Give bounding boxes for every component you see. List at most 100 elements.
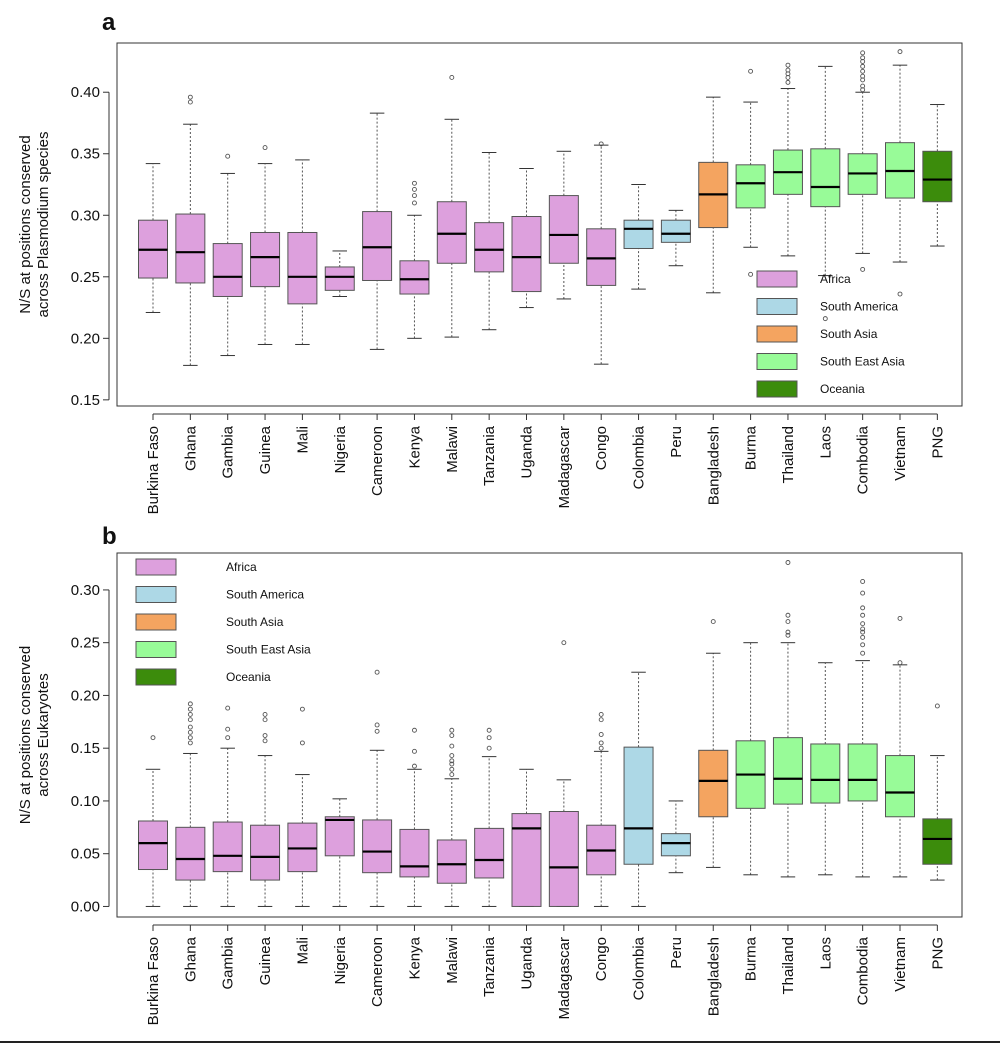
panel-b-plot-frame: [116, 552, 963, 918]
outlier-point: [860, 68, 866, 74]
outlier-point: [412, 193, 417, 199]
panel-b-x-tick-label-vietnam: Vietnam: [892, 937, 909, 992]
legend-label-south-east-asia: South East Asia: [820, 355, 905, 369]
panel-a-x-tick-label-malawi: Malawi: [444, 426, 461, 473]
panel-b-box-tanzania: [474, 727, 505, 907]
outlier-point: [262, 711, 268, 717]
outlier-point: [860, 579, 866, 584]
panel-b-y-tick-label: 0.25: [71, 635, 100, 652]
outlier-point: [225, 735, 231, 741]
outlier-point: [785, 62, 791, 68]
box-iqr: [175, 213, 206, 284]
panel-b-box-colombia: [623, 671, 654, 907]
outlier-point: [187, 711, 193, 717]
panel-b-y-tick-label: 0.30: [71, 582, 100, 599]
panel-b-box-burkina-faso: [138, 735, 168, 907]
panel-b-box-burma: [735, 642, 766, 876]
panel-a-y-tick-label: 0.40: [71, 84, 100, 101]
panel-b-x-tick-label-colombia: Colombia: [631, 936, 648, 1000]
outlier-point: [934, 703, 940, 709]
legend-label-south-asia: South Asia: [226, 615, 284, 629]
panel-b-x-tick-label-tanzania: Tanzania: [481, 936, 498, 997]
outlier-point: [748, 68, 754, 74]
box-iqr: [287, 231, 318, 305]
panel-a-box-nigeria: [324, 250, 355, 297]
outlier-point: [449, 733, 455, 738]
panel-a-x-tick-label-nigeria: Nigeria: [332, 425, 349, 473]
outlier-point: [374, 722, 380, 728]
box-iqr: [250, 231, 281, 288]
box-iqr: [362, 819, 393, 874]
outlier-point: [449, 766, 455, 772]
outlier-point: [299, 740, 305, 746]
outlier-point: [187, 701, 193, 707]
panel-a-x-tick-label-thailand: Thailand: [780, 426, 797, 484]
panel-b-y-axis-title-line: across Eukaryotes: [35, 673, 52, 796]
outlier-point: [785, 79, 791, 85]
panel-a-x-tick-label-bangladesh: Bangladesh: [705, 426, 722, 505]
box-iqr: [772, 737, 803, 805]
panel-b-x-tick-label-burma: Burma: [743, 936, 760, 981]
panel-b-y-axis-title: N/S at positions conservedacross Eukaryo…: [17, 646, 52, 824]
outlier-point: [897, 660, 903, 666]
panel-b-box-congo: [586, 711, 617, 907]
panel-a-y-tick-label: 0.30: [71, 207, 100, 224]
panel-b-x-tick-label-ghana: Ghana: [182, 936, 199, 982]
outlier-point: [598, 740, 604, 746]
panel-a-box-burkina-faso: [138, 163, 168, 313]
panel-a-x-tick-label-peru: Peru: [668, 426, 685, 458]
outlier-point: [486, 745, 492, 751]
outlier-point: [486, 727, 492, 733]
panel-b-y-tick-label: 0.05: [71, 846, 100, 863]
outlier-point: [860, 50, 866, 56]
legend-label-south-east-asia: South East Asia: [226, 643, 311, 657]
outlier-point: [412, 180, 417, 186]
panel-a-legend: Africa South America South Asia South East …: [756, 270, 905, 398]
outlier-point: [785, 612, 791, 618]
outlier-point: [187, 706, 193, 712]
outlier-point: [225, 705, 231, 711]
outlier-point: [897, 615, 903, 621]
panel-b-box-thailand: [772, 560, 803, 878]
outlier-point: [860, 83, 866, 89]
panel-b-y-tick-label: 0.20: [71, 687, 100, 704]
box-iqr: [324, 816, 355, 857]
outlier-point: [860, 55, 866, 61]
legend-swatch-south-asia: [756, 325, 798, 343]
panel-b-y-tick-label: 0.00: [71, 898, 100, 915]
panel-a-box-peru: [660, 209, 691, 267]
panel-b-x-tick-label-cameroon: Cameroon: [369, 937, 386, 1007]
panel-b-x-tick-label-burkina-faso: Burkina Faso: [145, 937, 162, 1025]
panel-b-box-guinea: [250, 711, 281, 907]
outlier-point: [897, 291, 903, 297]
box-iqr: [623, 219, 654, 249]
outlier-point: [897, 49, 903, 55]
outlier-point: [561, 640, 567, 646]
outlier-point: [374, 728, 380, 734]
panel-b-box-ghana: [175, 701, 206, 907]
outlier-point: [860, 626, 866, 632]
panel-a-x-tick-label-burkina-faso: Burkina Faso: [145, 426, 162, 514]
panel-a-y-axis-title: N/S at positions conservedacross Plasmod…: [17, 132, 52, 318]
panel-b-x-tick-label-congo: Congo: [593, 937, 610, 981]
panel-b-box-vietnam: [885, 615, 915, 878]
outlier-point: [449, 772, 455, 778]
panel-a-y-tick-label: 0.20: [71, 330, 100, 347]
box-iqr: [548, 810, 579, 907]
outlier-point: [598, 711, 604, 717]
panel-b-box-peru: [660, 800, 691, 874]
box-iqr: [212, 821, 243, 873]
outlier-point: [486, 735, 492, 741]
outlier-point: [710, 619, 716, 625]
panel-a-x-tick-label-burma: Burma: [743, 425, 760, 470]
legend-swatch-africa: [135, 558, 177, 576]
outlier-point: [225, 726, 231, 732]
outlier-point: [412, 763, 417, 769]
panel-b-x-tick-label-kenya: Kenya: [406, 936, 423, 979]
outlier-point: [262, 738, 268, 744]
outlier-point: [262, 733, 268, 738]
legend-swatch-oceania: [135, 668, 177, 686]
outlier-point: [187, 717, 193, 723]
legend-label-south-america: South America: [820, 300, 898, 314]
panel-a-y-axis-title-line: across Plasmodium species: [35, 132, 52, 318]
